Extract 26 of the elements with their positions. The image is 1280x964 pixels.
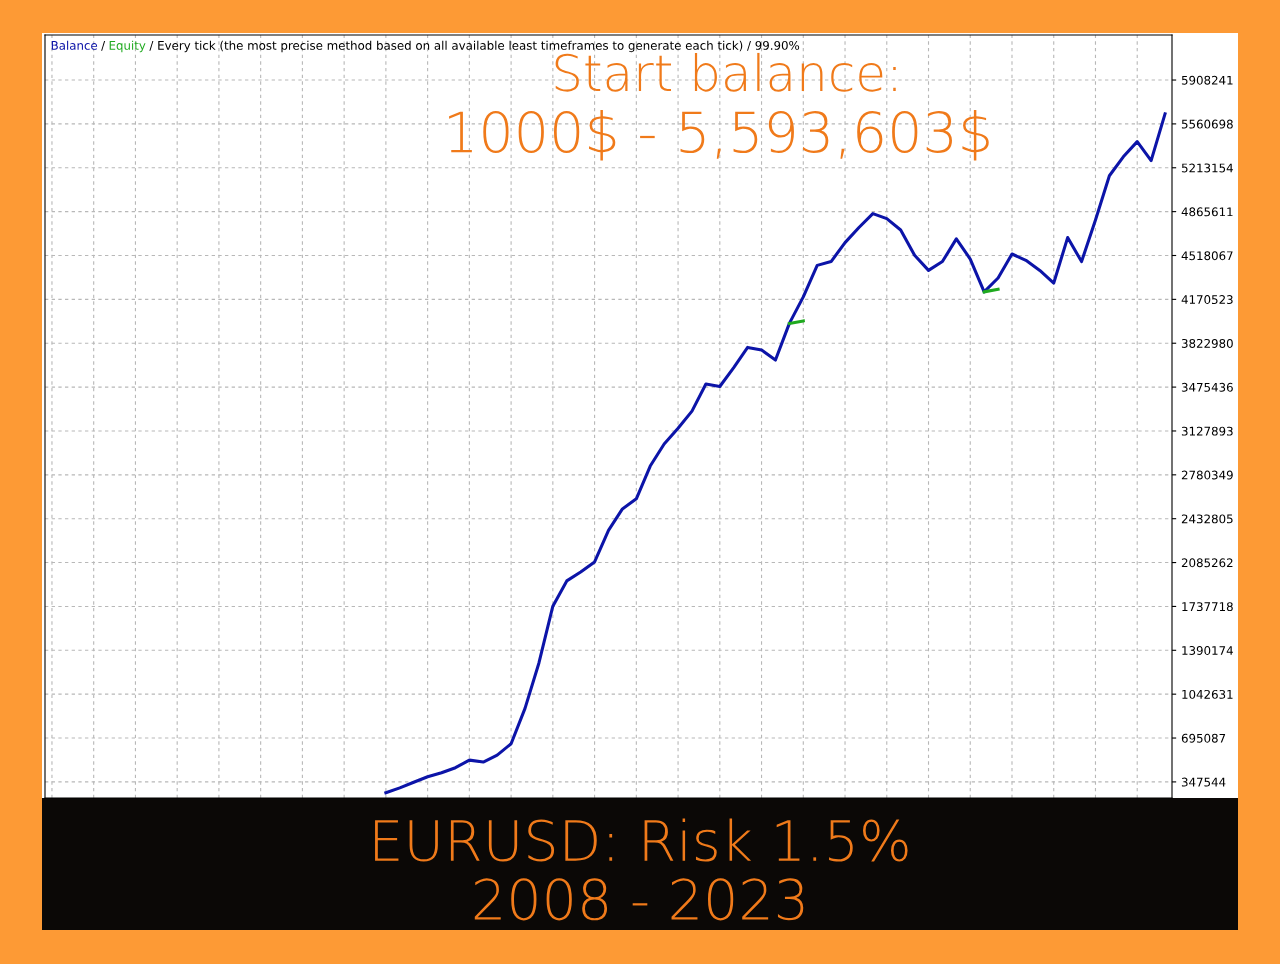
y-tick-label: 4865611 xyxy=(1181,207,1233,217)
text: EURUSD: Risk 1.5% xyxy=(375,818,908,862)
y-tick-label: 3822980 xyxy=(1181,338,1233,348)
line-series xyxy=(384,112,1167,795)
y-tick-label: 5908241 xyxy=(1181,75,1233,85)
y-tick-label: 5560698 xyxy=(1181,119,1233,129)
chart-title: / Every tick (the most precise method based on all available least timeframes to generate each tick) / 99.90% xyxy=(149,40,800,53)
annotation: Start balance: xyxy=(555,52,896,92)
text: Equity xyxy=(109,40,146,53)
y-tick-label: 2780349 xyxy=(1181,470,1233,480)
y-tick-label: 5213154 xyxy=(1181,163,1233,173)
y-tick-label: 695087 xyxy=(1181,733,1226,743)
annotation: / xyxy=(101,41,106,51)
y-tick-label: 3475436 xyxy=(1181,382,1233,392)
y-tick-label: 2432805 xyxy=(1181,514,1233,524)
annotation: 1000$ - 5,593,603$ xyxy=(449,110,989,161)
y-tick-label: 3127893 xyxy=(1181,426,1233,436)
text: Balance xyxy=(51,40,98,50)
y-tick-label: 347544 xyxy=(1181,777,1226,787)
y-tick-label: 4170523 xyxy=(1181,295,1233,305)
y-tick-label: 2085262 xyxy=(1181,558,1233,568)
y-tick-label: 1737718 xyxy=(1182,602,1233,612)
y-tick-label: 1390174 xyxy=(1182,646,1233,655)
text: 2008 - 2023 xyxy=(474,878,804,921)
y-tick-label: 1042631 xyxy=(1182,689,1233,699)
y-tick-label: 4518067 xyxy=(1181,251,1233,261)
